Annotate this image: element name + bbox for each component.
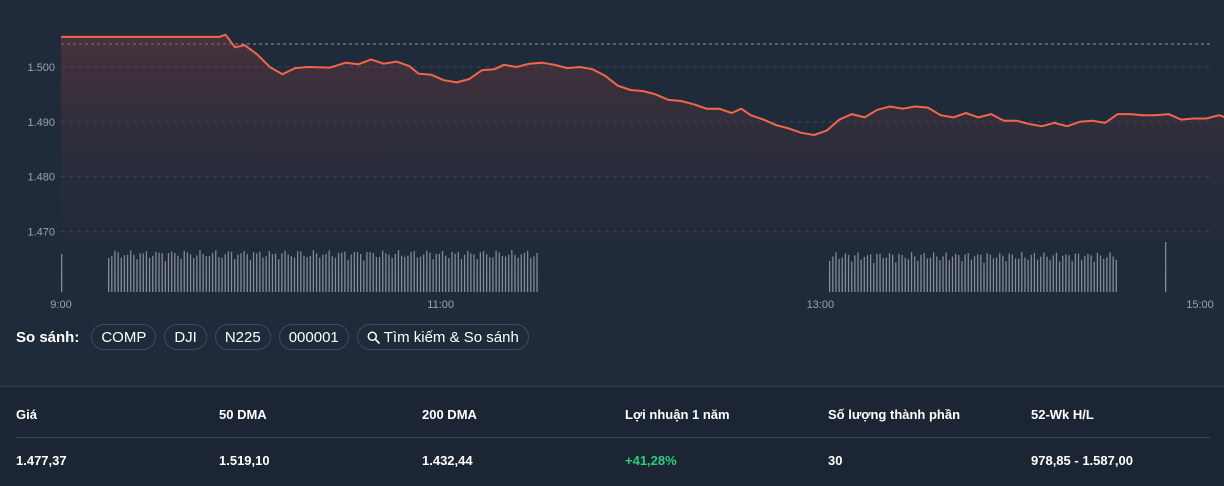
stat-header-200dma: 200 DMA: [422, 407, 477, 422]
stat-value-200dma: 1.432,44: [422, 453, 473, 468]
stat-header-52wk: 52-Wk H/L: [1031, 407, 1094, 422]
stat-header-price: Giá: [16, 407, 37, 422]
price-chart-svg: 1.470 1.480 1.490 1.500 9:00 11:00 13:00 15:00: [27, 33, 1224, 311]
x-tick-label: 13:00: [807, 299, 835, 311]
price-line: [61, 33, 1224, 136]
y-tick-label: 1.500: [27, 62, 55, 74]
stat-header-50dma: 50 DMA: [219, 407, 267, 422]
stat-value-50dma: 1.519,10: [219, 453, 270, 468]
stats-value-row: 1.477,37 1.519,10 1.432,44 +41,28% 30 97…: [16, 453, 1210, 473]
stat-value-1y-return: +41,28%: [625, 453, 677, 468]
y-tick-label: 1.490: [27, 117, 55, 129]
x-tick-label: 11:00: [427, 299, 454, 311]
stat-value-components: 30: [828, 453, 843, 468]
stats-table: Giá 50 DMA 200 DMA Lợi nhuận 1 năm Số lư…: [0, 386, 1224, 486]
stats-divider: [16, 437, 1210, 438]
y-tick-label: 1.480: [27, 172, 55, 184]
search-compare-label: Tìm kiếm & So sánh: [383, 328, 519, 346]
y-tick-label: 1.470: [27, 226, 55, 238]
x-tick-label: 9:00: [50, 299, 71, 311]
price-area: [61, 34, 1224, 292]
search-compare-button[interactable]: Tìm kiếm & So sánh: [356, 324, 529, 350]
compare-row: So sánh: COMP DJI N225 000001 Tìm kiếm &…: [16, 324, 529, 350]
stat-header-components: Số lượng thành phần: [828, 407, 961, 422]
x-tick-label: 15:00: [1186, 299, 1214, 311]
series-layer: [61, 33, 1224, 292]
compare-n225-button[interactable]: N225: [214, 324, 271, 350]
compare-000001-button[interactable]: 000001: [278, 324, 349, 350]
stat-header-1y-return: Lợi nhuận 1 năm: [625, 407, 730, 422]
compare-comp-button[interactable]: COMP: [91, 324, 157, 350]
search-icon: [367, 331, 380, 344]
compare-label: So sánh:: [16, 328, 80, 346]
axis-ticks: 1.470 1.480 1.490 1.500 9:00 11:00 13:00 15:00: [27, 62, 1213, 311]
compare-dji-button[interactable]: DJI: [164, 324, 207, 350]
stats-header-row: Giá 50 DMA 200 DMA Lợi nhuận 1 năm Số lư…: [16, 407, 1210, 427]
stat-value-price: 1.477,37: [16, 453, 67, 468]
stat-value-52wk: 978,85 - 1.587,00: [1031, 453, 1133, 468]
price-chart: 1.470 1.480 1.490 1.500 9:00 11:00 13:00 15:00: [27, 33, 1224, 311]
